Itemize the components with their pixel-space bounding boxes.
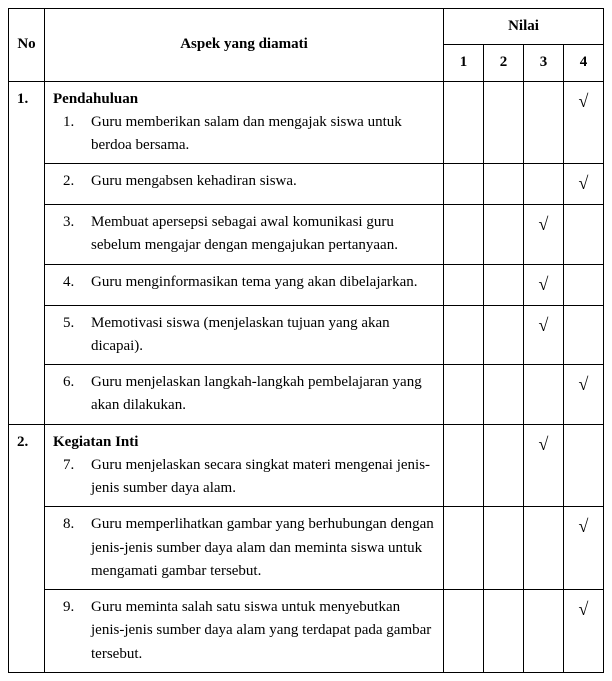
score-cell-4: [563, 424, 603, 507]
table-row: 2.Kegiatan Inti7.Guru menjelaskan secara…: [9, 424, 604, 507]
score-cell-4: [563, 305, 603, 365]
table-row: 6.Guru menjelaskan langkah-langkah pembe…: [9, 365, 604, 425]
item-text: Memotivasi siswa (menjelaskan tujuan yan…: [91, 312, 435, 359]
score-cell-4: √: [563, 507, 603, 590]
aspek-cell: Kegiatan Inti7.Guru menjelaskan secara s…: [45, 424, 444, 507]
score-cell-1: [443, 424, 483, 507]
score-cell-4: [563, 264, 603, 305]
section-title: Pendahuluan: [53, 88, 435, 111]
section-title: Kegiatan Inti: [53, 431, 435, 454]
aspek-cell: 4. Guru menginformasikan tema yang akan d…: [45, 264, 444, 305]
item-text: Membuat apersepsi sebagai awal komunikas…: [91, 211, 435, 258]
table-row: 2. Guru mengabsen kehadiran siswa. √: [9, 164, 604, 205]
score-cell-1: [443, 81, 483, 164]
score-cell-2: [483, 81, 523, 164]
item-text: Guru menginformasikan tema yang akan dib…: [91, 271, 435, 294]
score-cell-3: [523, 507, 563, 590]
score-cell-1: [443, 205, 483, 265]
aspek-cell: 5.Memotivasi siswa (menjelaskan tujuan y…: [45, 305, 444, 365]
item-number: 4.: [63, 271, 81, 294]
section-number: 2.: [9, 424, 45, 672]
header-col-2: 2: [483, 45, 523, 81]
aspek-cell: Pendahuluan1.Guru memberikan salam dan m…: [45, 81, 444, 164]
score-cell-4: √: [563, 164, 603, 205]
score-cell-2: [483, 164, 523, 205]
item-number: 6.: [63, 371, 81, 418]
score-cell-3: [523, 164, 563, 205]
score-cell-3: √: [523, 424, 563, 507]
score-cell-2: [483, 424, 523, 507]
item-text: Guru menjelaskan secara singkat materi m…: [91, 454, 435, 501]
aspek-cell: 3.Membuat apersepsi sebagai awal komunik…: [45, 205, 444, 265]
score-cell-1: [443, 164, 483, 205]
observation-table: No Aspek yang diamati Nilai 1 2 3 4 1.Pe…: [8, 8, 604, 673]
score-cell-2: [483, 365, 523, 425]
item-number: 3.: [63, 211, 81, 258]
score-cell-4: [563, 205, 603, 265]
score-cell-2: [483, 264, 523, 305]
score-cell-3: √: [523, 264, 563, 305]
table-row: 3.Membuat apersepsi sebagai awal komunik…: [9, 205, 604, 265]
aspek-cell: 6.Guru menjelaskan langkah-langkah pembe…: [45, 365, 444, 425]
score-cell-3: √: [523, 205, 563, 265]
score-cell-3: √: [523, 305, 563, 365]
score-cell-2: [483, 507, 523, 590]
item-text: Guru menjelaskan langkah-langkah pembela…: [91, 371, 435, 418]
header-col-4: 4: [563, 45, 603, 81]
item-number: 7.: [63, 454, 81, 501]
item-number: 9.: [63, 596, 81, 666]
item-text: Guru memperlihatkan gambar yang berhubun…: [91, 513, 435, 583]
item-number: 1.: [63, 111, 81, 158]
header-col-3: 3: [523, 45, 563, 81]
header-nilai: Nilai: [443, 9, 603, 45]
item-number: 8.: [63, 513, 81, 583]
score-cell-3: [523, 81, 563, 164]
score-cell-2: [483, 305, 523, 365]
header-no: No: [9, 9, 45, 82]
score-cell-4: √: [563, 81, 603, 164]
score-cell-1: [443, 264, 483, 305]
item-text: Guru meminta salah satu siswa untuk meny…: [91, 596, 435, 666]
score-cell-1: [443, 365, 483, 425]
score-cell-2: [483, 205, 523, 265]
item-text: Guru mengabsen kehadiran siswa.: [91, 170, 435, 193]
score-cell-4: √: [563, 365, 603, 425]
table-row: 5.Memotivasi siswa (menjelaskan tujuan y…: [9, 305, 604, 365]
table-row: 8.Guru memperlihatkan gambar yang berhub…: [9, 507, 604, 590]
item-text: Guru memberikan salam dan mengajak siswa…: [91, 111, 435, 158]
table-row: 1.Pendahuluan1.Guru memberikan salam dan…: [9, 81, 604, 164]
aspek-cell: 8.Guru memperlihatkan gambar yang berhub…: [45, 507, 444, 590]
score-cell-1: [443, 507, 483, 590]
aspek-cell: 2. Guru mengabsen kehadiran siswa.: [45, 164, 444, 205]
table-row: 4. Guru menginformasikan tema yang akan d…: [9, 264, 604, 305]
score-cell-3: [523, 365, 563, 425]
score-cell-1: [443, 305, 483, 365]
item-number: 5.: [63, 312, 81, 359]
section-number: 1.: [9, 81, 45, 424]
item-number: 2.: [63, 170, 81, 193]
header-col-1: 1: [443, 45, 483, 81]
header-aspek: Aspek yang diamati: [45, 9, 444, 82]
